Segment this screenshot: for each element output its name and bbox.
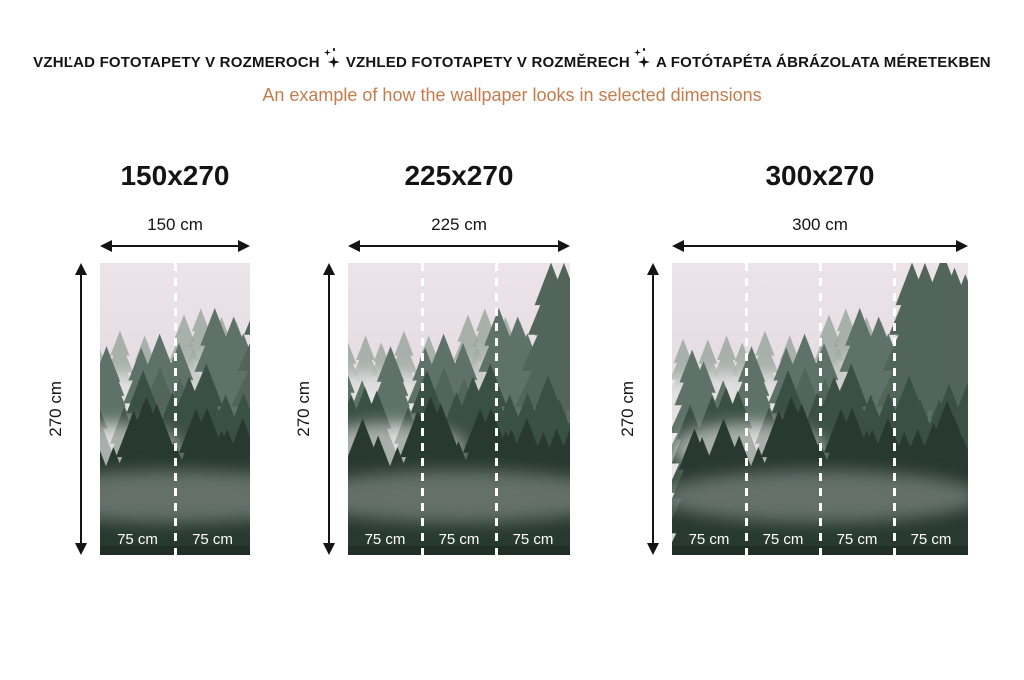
wallpaper-panel: 75 cm: [100, 263, 177, 555]
height-dimension-label: 270 cm: [294, 381, 313, 437]
panel-width-label: 75 cm: [117, 531, 158, 548]
height-dimension-label: 270 cm: [618, 381, 637, 437]
variant-150x270: 150x270 150 cm 270 cm 75 cm 75 cm: [40, 160, 250, 570]
wallpaper-image: 75 cm 75 cm 75 cm: [348, 263, 570, 555]
width-dimension-label: 150 cm: [147, 215, 203, 234]
panel-width-label: 75 cm: [762, 531, 804, 548]
header: VZHĽAD FOTOTAPETY V ROZMEROCH VZHLED FOT…: [0, 48, 1024, 106]
panel-width-label: 75 cm: [364, 531, 406, 548]
panel-width-label: 75 cm: [836, 531, 878, 548]
width-measure-arrow: [100, 239, 250, 252]
title-part-cz: VZHLED FOTOTAPETY V ROZMĚRECH: [345, 53, 630, 71]
width-measure-arrow: [672, 239, 968, 252]
wallpaper-panel: 75 cm: [746, 263, 822, 555]
wallpaper-panel: 75 cm: [820, 263, 896, 555]
variant-300x270: 300x270 300 cm 270 cm 75 cm 75 cm 7: [612, 160, 968, 570]
sparkle-icon: [323, 48, 342, 68]
height-measure-arrow: [322, 263, 336, 555]
variant-size-heading: 225x270: [404, 160, 514, 191]
height-measure-arrow: [646, 263, 660, 555]
panel-width-label: 75 cm: [910, 531, 952, 548]
panel-width-label: 75 cm: [438, 531, 480, 548]
panel-width-label: 75 cm: [192, 531, 233, 548]
panel-overlay: 75 cm 75 cm: [100, 263, 250, 555]
panel-overlay: 75 cm 75 cm 75 cm 75 cm: [672, 263, 968, 555]
page-title: VZHĽAD FOTOTAPETY V ROZMEROCH VZHLED FOT…: [0, 48, 1024, 76]
wallpaper-panel: 75 cm: [894, 263, 968, 555]
panel-overlay: 75 cm 75 cm 75 cm: [348, 263, 570, 555]
panel-width-label: 75 cm: [688, 531, 730, 548]
title-part-sk: VZHĽAD FOTOTAPETY V ROZMEROCH: [33, 53, 320, 71]
sparkle-icon: [633, 48, 652, 68]
panel-width-label: 75 cm: [512, 531, 554, 548]
wallpaper-panel: 75 cm: [496, 263, 570, 555]
title-part-hu: A FOTÓTAPÉTA ÁBRÁZOLATA MÉRETEKBEN: [655, 53, 991, 71]
height-dimension-label: 270 cm: [46, 381, 65, 437]
variant-size-heading: 150x270: [120, 160, 230, 191]
variant-size-heading: 300x270: [765, 160, 875, 191]
wallpaper-panel: 75 cm: [348, 263, 424, 555]
wallpaper-image: 75 cm 75 cm: [100, 263, 250, 555]
wallpaper-panel: 75 cm: [422, 263, 498, 555]
variant-225x270: 225x270 225 cm 270 cm 75 cm 75 cm 7: [288, 160, 570, 570]
wallpaper-panel: 75 cm: [175, 263, 250, 555]
wallpaper-panel: 75 cm: [672, 263, 748, 555]
height-measure-arrow: [74, 263, 88, 555]
width-dimension-label: 225 cm: [431, 215, 487, 234]
width-dimension-label: 300 cm: [792, 215, 848, 234]
foggy-forest-photo: [348, 263, 570, 555]
wallpaper-image: 75 cm 75 cm 75 cm 75 cm: [672, 263, 968, 555]
page-subtitle: An example of how the wallpaper looks in…: [262, 85, 762, 105]
width-measure-arrow: [348, 239, 570, 252]
